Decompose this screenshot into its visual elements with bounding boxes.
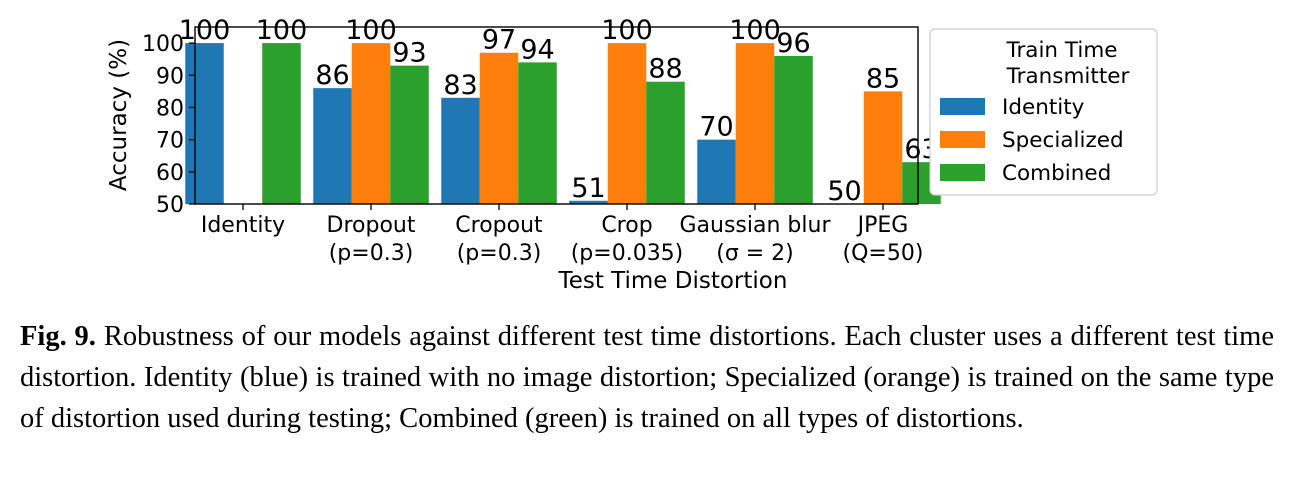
bar-combined-4 [774,55,813,204]
x-tick-label-5-line-1: (Q=50) [843,241,924,266]
x-tick-label-4-line-0: Gaussian blur [680,213,832,238]
x-tick-label-1-line-1: (p=0.3) [329,241,414,266]
value-label-specialized-3: 100 [601,15,653,46]
y-tick-label-50: 50 [156,193,184,218]
y-tick-label-90: 90 [156,64,184,89]
y-tick-label-80: 80 [156,96,184,121]
x-tick-label-3-line-1: (p=0.035) [571,241,684,266]
value-label-identity-0: 100 [179,15,231,46]
x-tick-label-5-line-0: JPEG [856,213,909,238]
y-axis: 50 60 70 80 90 100 [142,32,195,218]
caption-label: Fig. 9. [20,321,96,352]
x-tick-label-4-line-1: (σ = 2) [716,241,794,266]
x-tick-label-2-line-1: (p=0.3) [457,241,542,266]
x-axis: Identity Dropout (p=0.3) Cropout (p=0.3) Crop… [201,204,924,266]
y-axis-label: Accuracy (%) [106,39,132,191]
bars-group [185,43,941,205]
legend-frame [929,28,1158,196]
bar-combined-1 [390,65,429,204]
legend-label-combined: Combined [1002,161,1111,186]
legend: Train Time Transmitter Identity Specializ… [929,28,1158,196]
legend-entries: Identity Specialized Combined [940,95,1124,186]
bar-combined-3 [646,81,685,204]
x-tick-label-1-line-0: Dropout [327,213,416,238]
x-axis-label: Test Time Distortion [558,268,788,294]
bar-combined-0 [262,43,301,204]
value-label-combined-3: 88 [648,54,682,85]
value-label-combined-0: 100 [256,15,308,46]
figure-caption: Fig. 9. Robustness of our models against … [20,316,1274,439]
x-tick-label-2-line-0: Cropout [455,213,543,238]
value-label-identity-1: 86 [315,60,349,91]
legend-title-line-2: Transmitter [1006,64,1130,89]
value-label-specialized-4: 100 [729,15,781,46]
y-tick-label-100: 100 [142,32,184,57]
x-tick-label-3-line-0: Crop [601,213,652,238]
legend-swatch-combined [940,164,985,181]
value-label-identity-5: 50 [827,176,861,207]
value-label-combined-1: 93 [392,38,426,69]
value-label-identity-4: 70 [699,112,733,143]
value-label-specialized-2: 97 [482,25,516,56]
bar-identity-3 [569,200,608,204]
bar-specialized-3 [607,43,647,204]
y-tick-label-70: 70 [156,129,184,154]
bar-identity-0 [185,43,224,204]
bar-specialized-2 [479,52,519,204]
value-label-specialized-1: 100 [345,15,397,46]
x-tick-label-0-line-0: Identity [201,213,285,238]
value-label-identity-2: 83 [443,70,477,101]
plot-frame [194,26,919,205]
bar-identity-1 [313,88,352,204]
caption-text: Robustness of our models against differe… [20,321,1274,434]
bar-specialized-4 [735,43,775,204]
bar-identity-4 [697,139,736,204]
value-label-combined-2: 94 [520,34,554,65]
legend-label-specialized: Specialized [1002,128,1124,153]
y-tick-label-60: 60 [156,161,184,186]
legend-swatch-specialized [940,131,985,148]
value-label-combined-4: 96 [776,28,810,59]
value-label-specialized-5: 85 [866,63,900,94]
bar-identity-2 [441,97,480,204]
bar-specialized-1 [351,43,391,204]
legend-label-identity: Identity [1002,95,1085,120]
value-label-identity-3: 51 [571,173,605,204]
legend-swatch-identity [940,98,985,115]
bar-specialized-5 [863,91,903,204]
bar-combined-2 [518,62,557,205]
legend-title-line-1: Train Time [1005,38,1117,63]
